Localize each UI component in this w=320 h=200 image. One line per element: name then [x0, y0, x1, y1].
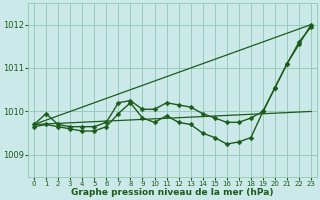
X-axis label: Graphe pression niveau de la mer (hPa): Graphe pression niveau de la mer (hPa) [71, 188, 274, 197]
